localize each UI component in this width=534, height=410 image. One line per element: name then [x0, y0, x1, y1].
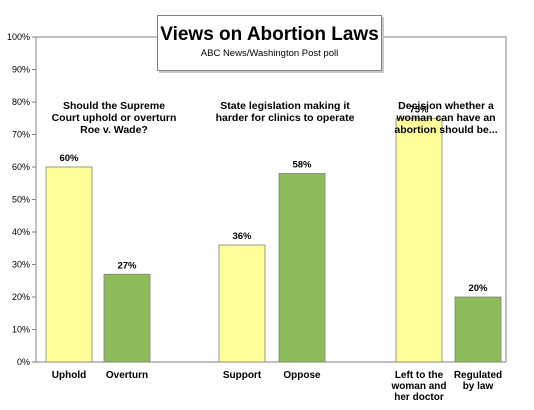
x-tick-label: Left to the [395, 370, 444, 381]
bar [454, 296, 502, 363]
x-tick-label: Oppose [283, 370, 321, 381]
question-1-line: Should the Supreme [62, 100, 166, 112]
chart-title: Views on Abortion Laws [160, 24, 379, 45]
y-tick-label: 10% [12, 325, 30, 335]
x-axis-labels: Uphold Overturn Support Oppose Left to thewo… [52, 370, 502, 403]
question-3: Decision whether a woman can have an abo… [384, 100, 508, 136]
question-3-line: woman can have an [396, 112, 496, 124]
data-label: 60% [59, 153, 79, 164]
question-3-line: abortion should be... [394, 124, 498, 136]
x-tick-label: Overturn [106, 370, 148, 381]
question-2-line: State legislation making it [220, 100, 350, 112]
question-1: Should the Supreme Court uphold or overt… [46, 100, 182, 136]
y-tick-label: 60% [12, 162, 30, 172]
x-tick-label: her doctor [394, 392, 444, 403]
y-tick-label: 0% [17, 357, 30, 367]
y-tick-label: 20% [12, 292, 30, 302]
bars: 60% 27% 36% 58% 75% 20% [45, 104, 502, 363]
x-tick-label: Support [223, 370, 262, 381]
data-label: 20% [468, 283, 488, 294]
question-2: State legislation making it harder for c… [205, 100, 365, 124]
question-2-line: harder for clinics to operate [215, 112, 355, 124]
bar [395, 117, 443, 363]
bar [103, 273, 151, 363]
question-1-line: Court uphold or overturn [51, 112, 177, 124]
y-tick-label: 80% [12, 97, 30, 107]
x-tick-label: woman and [390, 381, 446, 392]
y-tick-label: 40% [12, 227, 30, 237]
data-label: 75% [409, 104, 429, 115]
chart-subtitle: ABC News/Washington Post poll [200, 48, 339, 59]
x-tick-label: Regulated [454, 370, 502, 381]
y-tick-label: 50% [12, 195, 30, 205]
y-axis: 0% 10% 20% 30% 40% 50% 60% 70% 80% 90% 100% [7, 32, 36, 367]
y-tick-label: 100% [7, 32, 30, 42]
x-tick-label: Uphold [52, 370, 86, 381]
y-tick-label: 70% [12, 130, 30, 140]
y-tick-label: 30% [12, 260, 30, 270]
bar [218, 244, 266, 363]
data-label: 58% [292, 160, 312, 171]
y-tick-label: 90% [12, 65, 30, 75]
data-label: 36% [232, 231, 252, 242]
bar [45, 166, 93, 363]
question-3-line: Decision whether a [398, 100, 494, 112]
title-box: Views on Abortion Laws ABC News/Washingt… [157, 15, 382, 71]
data-label: 27% [117, 260, 137, 271]
question-1-line: Roe v. Wade? [80, 124, 148, 136]
x-tick-label: by law [463, 381, 494, 392]
bar [278, 173, 326, 363]
